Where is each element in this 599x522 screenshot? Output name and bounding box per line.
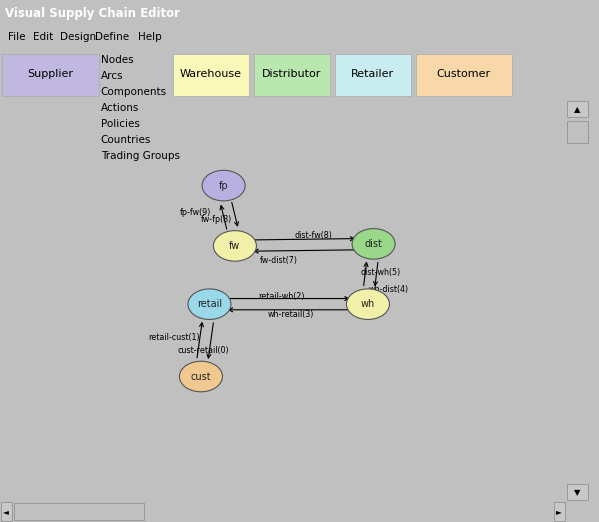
Circle shape: [346, 289, 389, 319]
Text: ▼: ▼: [574, 488, 580, 497]
Text: Nodes: Nodes: [101, 55, 134, 65]
Bar: [567, 121, 588, 144]
Text: fw-dist(7): fw-dist(7): [260, 256, 298, 265]
Text: Distributor: Distributor: [262, 69, 322, 79]
Bar: [173, 54, 249, 96]
Text: dist-fw(8): dist-fw(8): [294, 231, 332, 240]
Text: Policies: Policies: [101, 119, 140, 129]
Bar: [335, 54, 411, 96]
Text: cust-retail(0): cust-retail(0): [178, 346, 229, 355]
Text: Customer: Customer: [437, 69, 491, 79]
Circle shape: [213, 231, 256, 261]
Bar: [254, 54, 330, 96]
Text: ►: ►: [556, 507, 562, 516]
Text: retail: retail: [197, 299, 222, 309]
Bar: [2, 54, 99, 96]
Text: Supplier: Supplier: [28, 69, 74, 79]
Text: ▲: ▲: [574, 105, 580, 114]
Text: Trading Groups: Trading Groups: [101, 151, 180, 161]
Text: fw-fp(8): fw-fp(8): [201, 215, 232, 224]
Text: Retailer: Retailer: [351, 69, 394, 79]
Bar: [553, 502, 565, 521]
Circle shape: [180, 361, 222, 392]
Text: wh-retail(3): wh-retail(3): [267, 310, 313, 319]
Text: Countries: Countries: [101, 135, 151, 145]
Text: dist: dist: [365, 239, 383, 249]
Text: fp-fw(9): fp-fw(9): [180, 208, 211, 217]
Text: Actions: Actions: [101, 103, 139, 113]
Text: fp: fp: [219, 181, 228, 191]
Text: Arcs: Arcs: [101, 71, 123, 81]
Text: retail-cust(1): retail-cust(1): [149, 333, 200, 341]
Bar: [567, 484, 588, 500]
Text: Visual Supply Chain Editor: Visual Supply Chain Editor: [5, 7, 180, 20]
Text: Components: Components: [101, 87, 167, 97]
Text: retail-wh(2): retail-wh(2): [259, 292, 305, 301]
Circle shape: [188, 289, 231, 319]
Bar: [567, 101, 588, 117]
Text: File: File: [8, 32, 25, 42]
Text: fw: fw: [229, 241, 241, 251]
Text: cust: cust: [190, 372, 211, 382]
Bar: [1, 502, 12, 521]
Bar: [14, 503, 144, 520]
Text: Warehouse: Warehouse: [180, 69, 242, 79]
Text: wh-dist(4): wh-dist(4): [368, 285, 409, 294]
Text: Design: Design: [60, 32, 96, 42]
Text: Help: Help: [138, 32, 162, 42]
Text: Define: Define: [95, 32, 129, 42]
Text: wh: wh: [361, 299, 375, 309]
Circle shape: [202, 170, 245, 201]
Bar: [416, 54, 512, 96]
Text: dist-wh(5): dist-wh(5): [360, 267, 401, 277]
Circle shape: [352, 229, 395, 259]
Text: ◄: ◄: [3, 507, 9, 516]
Text: Edit: Edit: [33, 32, 53, 42]
